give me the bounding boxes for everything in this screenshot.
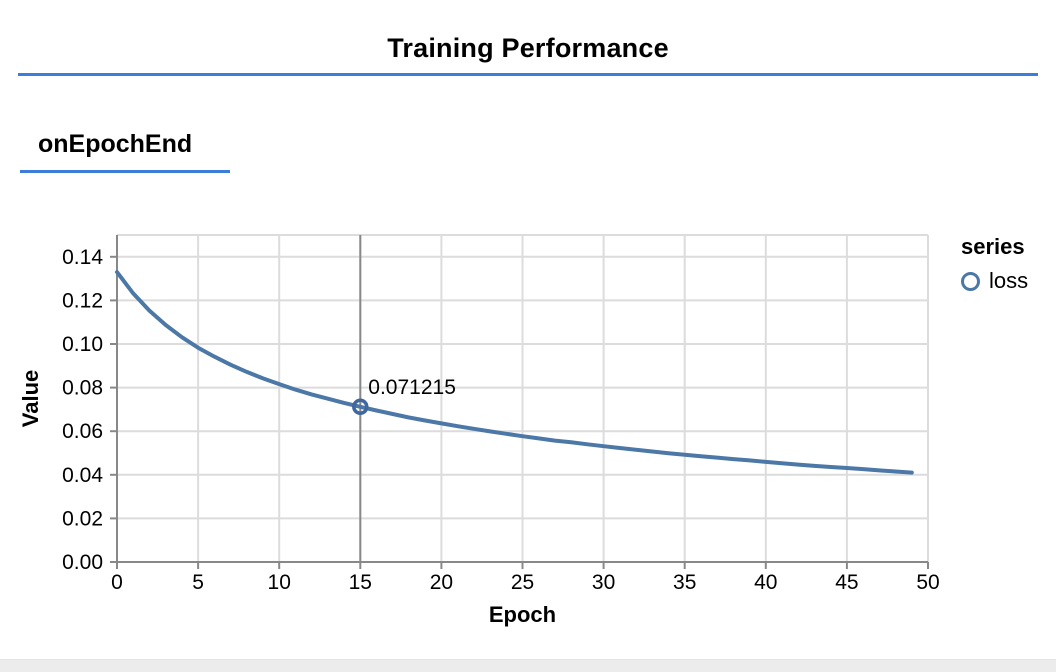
y-tick-label: 0.04 [62,464,103,487]
legend-title: series [961,234,1025,259]
x-tick-label: 30 [592,571,615,594]
highlight-point [352,398,369,416]
loss-line [115,270,914,475]
x-tick-label: 5 [192,571,204,594]
x-tick-label: 10 [268,571,291,594]
x-tick-label: 35 [673,571,696,594]
legend-item-label: loss [989,268,1029,293]
legend-item-loss: loss [961,268,1028,294]
x-tick-label: 45 [835,571,858,594]
x-axis-title: Epoch [489,602,556,627]
x-tick-label: 25 [511,571,534,594]
y-tick-label: 0.12 [62,289,103,312]
section-title: onEpochEnd [38,130,193,158]
y-tick-label: 0.14 [62,246,103,269]
y-tick-label: 0.00 [62,551,103,574]
x-tick-label: 50 [916,571,939,594]
x-tick-label: 15 [349,571,372,594]
section-underline [20,170,230,173]
chart-legend: series loss [961,234,1028,294]
x-tick-label: 20 [430,571,453,594]
title-underline [18,73,1038,76]
y-axis-title: Value [18,370,43,427]
x-tick-label: 0 [111,571,123,594]
loss-marker-icon [961,271,980,291]
page-title: Training Performance [387,33,669,63]
y-tick-label: 0.10 [62,333,103,356]
y-tick-label: 0.02 [62,507,103,530]
tooltip-value: 0.071215 [368,376,456,399]
y-tick-label: 0.08 [62,377,103,400]
x-tick-label: 40 [754,571,777,594]
y-tick-label: 0.06 [62,420,103,443]
page-bottom-edge [0,659,1056,672]
